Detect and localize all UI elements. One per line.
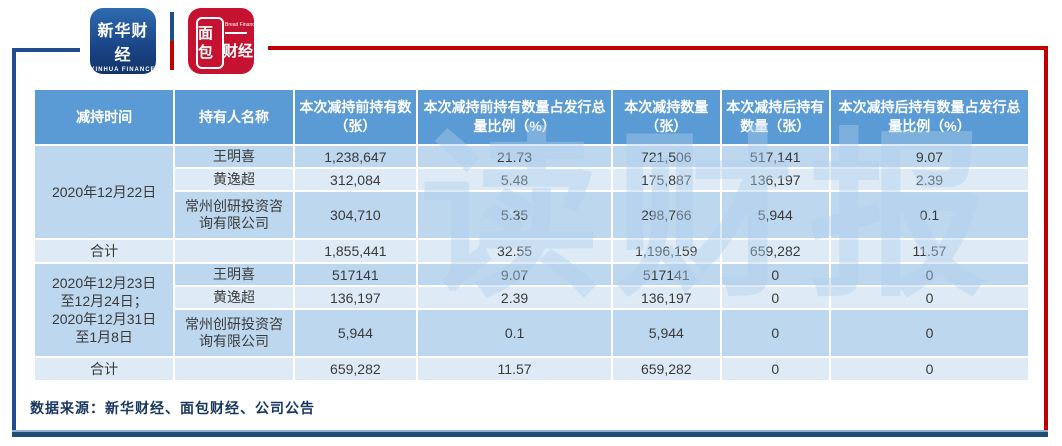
pre-pct-value: 21.73 bbox=[416, 144, 614, 169]
holder-name: 黄逸超 bbox=[173, 285, 295, 310]
data-source-note: 数据来源：新华财经、面包财经、公司公告 bbox=[30, 402, 315, 417]
holdings-reduction-table: 减持时间 持有人名称 本次减持前持有数（张） 本次减持前持有数量占发行总量比例（… bbox=[32, 88, 1031, 382]
frame-bottom-highlight bbox=[12, 430, 1048, 432]
post-holdings-total: 0 bbox=[719, 356, 831, 382]
holder-name: 黄逸超 bbox=[173, 167, 295, 192]
pre-pct-value: 9.07 bbox=[416, 262, 614, 287]
col-header-pre-pct: 本次减持前持有数量占发行总量比例（%） bbox=[416, 88, 614, 146]
reduction-qty-total: 1,196,159 bbox=[611, 238, 722, 264]
table-row: 黄逸超 136,197 2.39 136,197 0 0 bbox=[34, 285, 1031, 310]
post-pct-value: 0.1 bbox=[828, 190, 1031, 240]
post-pct-value: 9.07 bbox=[828, 144, 1031, 169]
post-pct-total: 0 bbox=[828, 356, 1031, 382]
post-holdings-value: 136,197 bbox=[719, 167, 831, 192]
col-header-reduction-qty: 本次减持数量（张） bbox=[611, 88, 722, 146]
pre-holdings-value: 5,944 bbox=[292, 308, 419, 358]
frame-right-line bbox=[1044, 46, 1048, 434]
logo-divider-red bbox=[170, 41, 174, 70]
table-row: 2020年12月23日 至12月24日； 2020年12月31日 至1月8日 王… bbox=[32, 262, 1031, 358]
holder-name: 王明喜 bbox=[173, 144, 295, 169]
bread-finance-logo: 面包 Bread Finance 财经 bbox=[188, 8, 254, 74]
pre-holdings-value: 136,197 bbox=[292, 285, 419, 310]
table-total-row: 合计 659,282 11.57 659,282 0 0 bbox=[32, 356, 1031, 382]
empty-cell bbox=[173, 356, 295, 382]
reduction-qty-value: 5,944 bbox=[611, 308, 722, 358]
holder-name: 王明喜 bbox=[173, 262, 295, 287]
frame-top-left-line bbox=[12, 48, 80, 52]
holder-name: 常州创研投资咨询有限公司 bbox=[173, 190, 295, 240]
date-line: 至12月24日； bbox=[60, 292, 148, 309]
reduction-qty-value: 517141 bbox=[611, 262, 722, 287]
post-holdings-value: 5,944 bbox=[719, 190, 831, 240]
post-pct-value: 0 bbox=[828, 285, 1031, 310]
pre-holdings-value: 1,238,647 bbox=[292, 144, 419, 169]
bread-logo-en-text: Bread Finance bbox=[225, 22, 254, 28]
total-label: 合计 bbox=[32, 238, 176, 264]
col-header-post-holdings: 本次减持后持有数量（张） bbox=[719, 88, 831, 146]
post-holdings-value: 0 bbox=[719, 308, 831, 358]
bread-logo-boxed-glyphs: 面包 bbox=[196, 17, 224, 69]
reduction-date-group1: 2020年12月22日 bbox=[32, 144, 176, 240]
table-row: 常州创研投资咨询有限公司 5,944 0.1 5,944 0 0 bbox=[34, 308, 1031, 358]
reduction-date-group2: 2020年12月23日 至12月24日； 2020年12月31日 至1月8日 bbox=[32, 262, 176, 358]
table-row: 2020年12月22日 王明喜 1,238,647 21.73 721,506 … bbox=[32, 144, 1031, 240]
xinhua-logo-cn-text: 新华财经 bbox=[97, 23, 149, 64]
pre-pct-value: 5.35 bbox=[416, 190, 614, 240]
post-pct-value: 2.39 bbox=[828, 167, 1031, 192]
col-header-pre-holdings: 本次减持前持有数（张） bbox=[292, 88, 419, 146]
date-line: 2020年12月22日 bbox=[51, 183, 157, 200]
pre-pct-value: 2.39 bbox=[416, 285, 614, 310]
reduction-qty-total: 659,282 bbox=[611, 356, 722, 382]
holder-name: 常州创研投资咨询有限公司 bbox=[173, 308, 295, 358]
empty-cell bbox=[173, 238, 295, 264]
pre-pct-value: 0.1 bbox=[416, 308, 614, 358]
table-row: 常州创研投资咨询有限公司 304,710 5.35 298,766 5,944 … bbox=[34, 190, 1031, 240]
post-holdings-total: 659,282 bbox=[719, 238, 831, 264]
date-line: 2020年12月23日 bbox=[51, 274, 157, 291]
pre-holdings-value: 304,710 bbox=[292, 190, 419, 240]
pre-holdings-total: 1,855,441 bbox=[292, 238, 419, 264]
logo-divider-blue bbox=[170, 12, 174, 41]
reduction-qty-value: 298,766 bbox=[611, 190, 722, 240]
total-label: 合计 bbox=[32, 356, 176, 382]
frame-bottom-line bbox=[12, 432, 1048, 437]
table-header-row: 减持时间 持有人名称 本次减持前持有数（张） 本次减持前持有数量占发行总量比例（… bbox=[32, 88, 1031, 146]
post-holdings-value: 0 bbox=[719, 262, 831, 287]
post-pct-value: 0 bbox=[828, 262, 1031, 287]
post-pct-total: 11.57 bbox=[828, 238, 1031, 264]
frame-top-right-line bbox=[268, 46, 1048, 50]
pre-holdings-value: 312,084 bbox=[292, 167, 419, 192]
pre-pct-value: 5.48 bbox=[416, 167, 614, 192]
pre-pct-total: 11.57 bbox=[416, 356, 614, 382]
pre-holdings-total: 659,282 bbox=[292, 356, 419, 382]
table-total-row: 合计 1,855,441 32.55 1,196,159 659,282 11.… bbox=[32, 238, 1031, 264]
pre-pct-total: 32.55 bbox=[416, 238, 614, 264]
post-holdings-value: 517,141 bbox=[719, 144, 831, 169]
col-header-reduction-time: 减持时间 bbox=[32, 88, 176, 146]
date-line: 至1月8日 bbox=[75, 329, 133, 346]
reduction-qty-value: 721,506 bbox=[611, 144, 722, 169]
date-line: 2020年12月31日 bbox=[51, 311, 157, 327]
bread-logo-dash bbox=[225, 32, 247, 34]
reduction-qty-value: 136,197 bbox=[611, 285, 722, 310]
xinhua-logo-en-text: XINHUA FINANCE bbox=[90, 67, 156, 73]
col-header-post-pct: 本次减持后持有数量占发行总量比例（%） bbox=[828, 88, 1031, 146]
post-pct-value: 0 bbox=[828, 308, 1031, 358]
xinhua-finance-logo: 新华财经 XINHUA FINANCE bbox=[90, 8, 156, 74]
post-holdings-value: 0 bbox=[719, 285, 831, 310]
col-header-holder-name: 持有人名称 bbox=[173, 88, 295, 146]
bread-logo-cn-text: 财经 bbox=[223, 43, 254, 60]
frame-left-line bbox=[12, 48, 16, 434]
reduction-qty-value: 175,887 bbox=[611, 167, 722, 192]
pre-holdings-value: 517141 bbox=[292, 262, 419, 287]
table-row: 黄逸超 312,084 5.48 175,887 136,197 2.39 bbox=[34, 167, 1031, 192]
logo-divider bbox=[170, 12, 174, 70]
